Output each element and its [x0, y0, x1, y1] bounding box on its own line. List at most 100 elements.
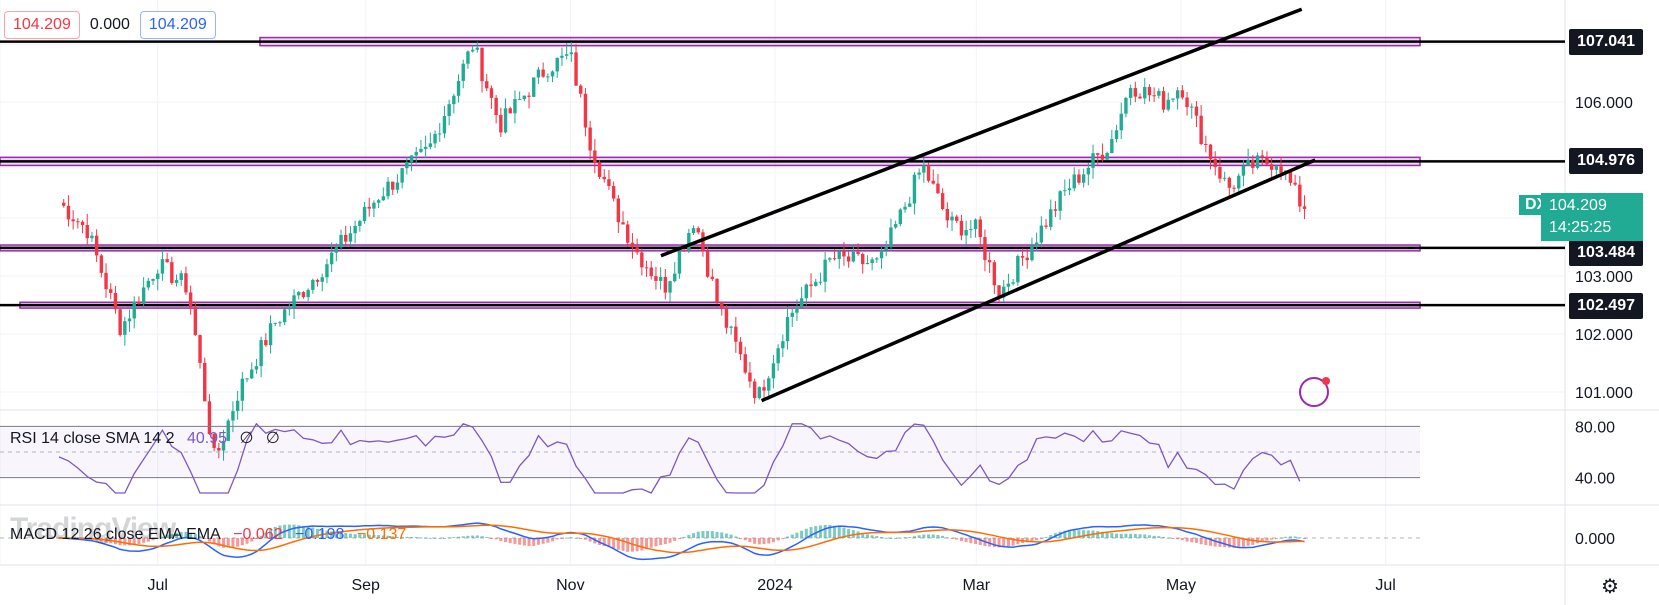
- macd-hist-bar: [348, 533, 352, 538]
- macd-hist-bar: [330, 531, 334, 538]
- macd-hist-bar: [936, 534, 940, 538]
- flash-icon[interactable]: [1299, 377, 1330, 407]
- ask-chip[interactable]: 104.209: [139, 11, 216, 39]
- macd-hist-bar: [654, 538, 658, 547]
- candle-body: [470, 49, 475, 52]
- macd-hist-bar: [541, 538, 545, 544]
- macd-hist-bar: [165, 535, 169, 538]
- candle-body: [231, 411, 235, 421]
- price-axis[interactable]: 101.000 102.000 103.000 106.000: [1575, 95, 1633, 402]
- macd-hist-bar: [344, 532, 348, 538]
- candle-body: [1161, 91, 1166, 110]
- macd-hist-bar: [508, 538, 512, 544]
- candle-body: [1147, 87, 1152, 96]
- candle-body: [865, 263, 870, 265]
- candle-body: [748, 372, 752, 382]
- candle-body: [945, 208, 950, 221]
- price-label-107[interactable]: 107.041: [1569, 29, 1643, 55]
- bid-chip[interactable]: 104.209: [4, 11, 80, 39]
- macd-hist-bar: [532, 538, 536, 546]
- macd-hist-bar: [818, 525, 822, 538]
- candle-body: [842, 251, 846, 257]
- candle-body: [311, 279, 315, 290]
- macd-hist-bar: [457, 536, 461, 538]
- rsi-value: 40.95: [186, 430, 228, 447]
- candle-body: [1053, 209, 1058, 211]
- macd-hist-bar: [438, 537, 442, 539]
- candle-body: [917, 172, 921, 175]
- macd-hist-bar: [701, 531, 705, 538]
- candle-body: [372, 202, 376, 209]
- candle-body: [950, 216, 954, 221]
- candle-body: [348, 233, 353, 242]
- macd-hist-bar: [339, 532, 343, 538]
- macd-hist-bar: [428, 537, 432, 539]
- macd-hist-bar: [1246, 538, 1250, 546]
- macd-hist-bar: [381, 535, 385, 538]
- candle-body: [940, 193, 945, 209]
- candle-body: [503, 108, 508, 133]
- price-label-104976[interactable]: 104.976: [1569, 148, 1643, 174]
- candle-body: [226, 420, 230, 441]
- rsi-legend[interactable]: RSI 14 close SMA 14 2 40.95 ∅ ∅: [10, 428, 288, 448]
- gear-icon[interactable]: ⚙: [1601, 576, 1619, 598]
- time-axis[interactable]: Jul Sep Nov 2024 Mar May Jul: [147, 577, 1395, 594]
- candle-body: [1232, 187, 1236, 189]
- macd-hist-bar: [762, 538, 766, 545]
- candle-body: [165, 259, 169, 263]
- macd-hist-bar: [504, 538, 508, 543]
- candle-body: [1190, 106, 1194, 108]
- candle-body: [320, 277, 324, 282]
- price-label-103484[interactable]: 103.484: [1569, 240, 1643, 266]
- price-label-102497[interactable]: 102.497: [1569, 293, 1643, 319]
- candle-body: [358, 221, 362, 226]
- candle-body: [818, 281, 823, 283]
- candle-body: [485, 81, 489, 89]
- candle-body: [1044, 225, 1048, 227]
- macd-hist-bar: [635, 538, 639, 552]
- macd-hist-bar: [151, 538, 155, 541]
- macd-hist-bar: [1251, 538, 1255, 545]
- candle-body: [621, 222, 625, 225]
- candle-body: [583, 93, 588, 128]
- macd-hist-bar: [1190, 538, 1194, 543]
- candle-body: [1034, 242, 1039, 246]
- candle-body: [212, 434, 216, 448]
- candle-body: [964, 230, 968, 236]
- candle-body: [447, 104, 451, 117]
- header-quote: 104.209 0.000 104.209: [4, 9, 216, 41]
- candle-body: [381, 196, 386, 201]
- macd-hist-bar: [1147, 535, 1151, 538]
- macd-hist-bar: [1077, 530, 1081, 538]
- macd-hist-bar: [1265, 538, 1269, 541]
- candle-body: [400, 168, 404, 183]
- candle-body: [814, 281, 818, 286]
- rsi-tick: 40.00: [1575, 471, 1615, 488]
- candle-body: [804, 284, 809, 299]
- candle-body: [433, 133, 437, 144]
- macd-hist-bar: [649, 538, 653, 548]
- macd-hist-bar: [1270, 538, 1274, 540]
- macd-hist-bar: [781, 538, 785, 539]
- macd-hist-bar: [1119, 533, 1123, 538]
- candle-body: [109, 289, 113, 293]
- candle-body: [593, 150, 597, 163]
- macd-hist-bar: [809, 527, 813, 538]
- candle-body: [1114, 130, 1119, 140]
- macd-hist-bar: [865, 534, 869, 538]
- candle-body: [743, 354, 747, 373]
- macd-hist-bar: [301, 526, 305, 538]
- macd-hist-bar: [687, 534, 691, 538]
- candle-body: [428, 143, 433, 147]
- macd-hist-bar: [659, 538, 663, 546]
- candle-body: [752, 381, 757, 399]
- macd-legend[interactable]: MACD 12 26 close EMA EMA −0.062 −0.198 −…: [10, 526, 414, 544]
- candle-body: [1204, 143, 1208, 145]
- candle-body: [1166, 99, 1170, 110]
- macd-hist-bar: [1288, 536, 1292, 538]
- macd-hist-bar: [424, 537, 428, 539]
- candle-body: [1293, 182, 1297, 185]
- candle-body: [926, 165, 931, 181]
- candle-body: [555, 57, 559, 72]
